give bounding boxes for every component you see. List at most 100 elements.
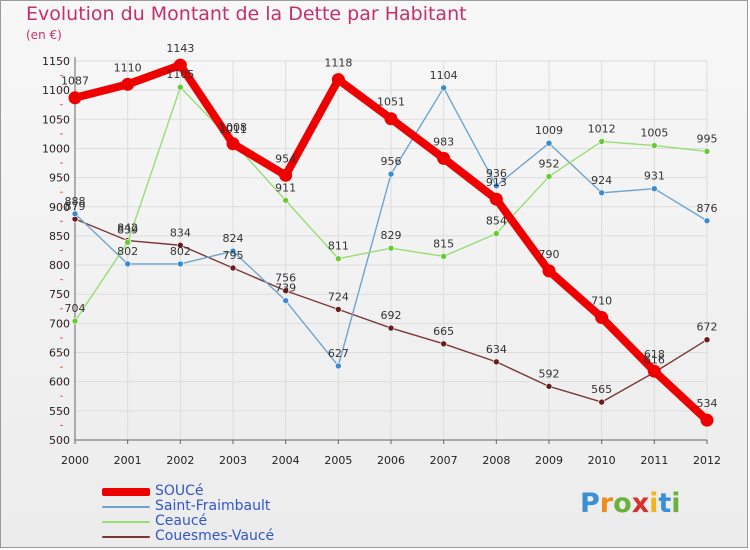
data-point bbox=[177, 83, 184, 91]
y-tick-label: 900 bbox=[49, 201, 70, 214]
data-point bbox=[651, 142, 658, 149]
data-label: 824 bbox=[223, 232, 244, 245]
data-label: 618 bbox=[644, 348, 665, 361]
data-point bbox=[598, 138, 605, 145]
data-point bbox=[703, 336, 711, 344]
y-tick-label: 600 bbox=[49, 376, 70, 389]
data-label: 834 bbox=[170, 226, 191, 239]
data-point bbox=[282, 297, 289, 304]
data-label: 879 bbox=[65, 200, 86, 213]
legend-swatch bbox=[102, 535, 150, 538]
x-tick-label: 2008 bbox=[482, 454, 510, 467]
y-tick-label: 1050 bbox=[42, 113, 70, 126]
data-label: 739 bbox=[275, 282, 296, 295]
data-point bbox=[493, 230, 500, 237]
data-point bbox=[440, 84, 447, 92]
data-point bbox=[226, 137, 240, 151]
data-labels: 1087 1110 1143 1008 954 1118 1051 983 913 790 710 6… bbox=[61, 42, 718, 410]
data-label: 565 bbox=[591, 383, 612, 396]
data-label: 790 bbox=[539, 248, 560, 261]
data-point bbox=[124, 239, 131, 246]
x-tick-label: 2010 bbox=[588, 454, 616, 467]
data-label: 1005 bbox=[640, 127, 668, 140]
data-point bbox=[335, 362, 342, 370]
data-point bbox=[703, 217, 711, 225]
legend-label: Saint-Fraimbault bbox=[155, 498, 271, 514]
data-point bbox=[493, 182, 500, 190]
data-point bbox=[71, 210, 79, 218]
data-label: 829 bbox=[381, 229, 402, 242]
legend-swatch bbox=[102, 487, 150, 496]
x-tick-label: 2000 bbox=[61, 454, 89, 467]
data-label: 936 bbox=[486, 167, 507, 180]
x-tick-label: 2003 bbox=[219, 454, 247, 467]
data-point bbox=[440, 340, 447, 348]
data-label: 665 bbox=[433, 325, 454, 338]
data-label: 854 bbox=[486, 215, 507, 228]
x-tick-label: 2009 bbox=[535, 454, 563, 467]
legend-item: Saint-Fraimbault bbox=[102, 499, 274, 514]
x-tick-label: 2001 bbox=[114, 454, 142, 467]
data-point bbox=[384, 112, 398, 126]
data-label: 1009 bbox=[535, 124, 563, 137]
series-lines bbox=[68, 58, 714, 427]
data-label: 983 bbox=[433, 135, 454, 148]
data-label: 704 bbox=[65, 302, 86, 315]
data-point bbox=[173, 58, 187, 72]
x-tick-label: 2002 bbox=[166, 454, 194, 467]
data-label: 888 bbox=[65, 195, 86, 208]
data-point bbox=[700, 413, 714, 427]
legend: SOUCé Saint-Fraimbault Ceaucé Couesmes-V… bbox=[102, 484, 274, 544]
y-tick-label: 550 bbox=[49, 405, 70, 418]
proxiti-logo: Proxiti bbox=[580, 488, 681, 519]
data-label: 1105 bbox=[166, 68, 194, 81]
legend-label: Ceaucé bbox=[155, 513, 208, 529]
data-label: 802 bbox=[117, 245, 138, 258]
data-label: 1087 bbox=[61, 75, 89, 88]
x-tick-label: 2012 bbox=[693, 454, 721, 467]
chart-title: Evolution du Montant de la Dette par Hab… bbox=[26, 3, 467, 25]
logo-letter: i bbox=[671, 488, 681, 519]
data-point bbox=[595, 311, 609, 325]
legend-item: SOUCé bbox=[102, 484, 274, 499]
data-label: 672 bbox=[697, 321, 718, 334]
data-point bbox=[68, 91, 82, 105]
legend-swatch bbox=[102, 520, 150, 523]
data-label: 616 bbox=[644, 353, 665, 366]
logo-letter: o bbox=[613, 488, 632, 519]
data-point bbox=[282, 287, 289, 295]
data-label: 876 bbox=[697, 202, 718, 215]
legend-item: Ceaucé bbox=[102, 514, 274, 529]
data-point bbox=[282, 197, 289, 204]
logo-letter: P bbox=[580, 488, 600, 519]
x-tick-label: 2006 bbox=[377, 454, 405, 467]
y-tick-label: 1150 bbox=[42, 55, 70, 68]
data-point bbox=[387, 324, 395, 332]
data-label: 911 bbox=[275, 181, 296, 194]
data-label: 1008 bbox=[219, 121, 247, 134]
data-point bbox=[177, 260, 184, 268]
logo-letter: t bbox=[658, 488, 672, 519]
y-tick-label: 650 bbox=[49, 347, 70, 360]
legend-item: Couesmes-Vaucé bbox=[102, 529, 274, 544]
data-label: 795 bbox=[223, 249, 244, 262]
data-label: 952 bbox=[539, 157, 560, 170]
data-label: 802 bbox=[170, 245, 191, 258]
data-point bbox=[124, 260, 131, 268]
data-point bbox=[647, 364, 661, 378]
data-point bbox=[335, 306, 342, 313]
y-tick-label: 1100 bbox=[42, 84, 70, 97]
axes: 500 550 600 650 700 750 800 850 900 950 1000 1050 11… bbox=[42, 55, 721, 467]
chart-subtitle: (en €) bbox=[26, 28, 62, 42]
data-point bbox=[331, 73, 345, 87]
data-point bbox=[335, 255, 342, 262]
data-label: 815 bbox=[433, 237, 454, 250]
data-point bbox=[598, 398, 605, 406]
data-point bbox=[651, 185, 658, 192]
data-point bbox=[71, 317, 79, 325]
data-point bbox=[437, 151, 451, 165]
data-point bbox=[121, 77, 135, 91]
data-point bbox=[440, 253, 447, 260]
